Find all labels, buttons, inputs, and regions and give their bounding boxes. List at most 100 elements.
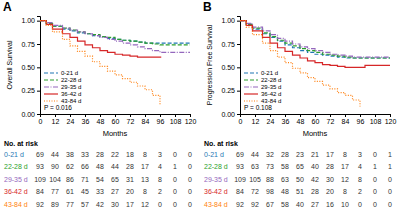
survival-curve <box>40 21 160 105</box>
at-risk-count: 31 <box>126 176 134 183</box>
x-tick: 120 <box>185 114 197 125</box>
x-tick-mark <box>285 114 286 117</box>
at-risk-count: 89 <box>51 201 59 208</box>
panel-title: B <box>203 0 212 14</box>
legend-swatch <box>44 100 58 101</box>
legend-label: 29-35 d <box>61 84 81 90</box>
at-risk-count: 109 <box>34 176 46 183</box>
x-tick-label: 96 <box>357 118 365 125</box>
x-tick: 108 <box>170 114 182 125</box>
legend-swatch <box>44 79 58 80</box>
at-risk-group: 0-21 d <box>204 151 224 158</box>
at-risk-count: 8 <box>343 188 347 195</box>
at-risk-count: 0 <box>173 201 177 208</box>
p-value: P = 0.016 <box>44 104 72 111</box>
y-axis-title: Overall Survival <box>6 40 13 89</box>
panel-title: A <box>3 0 12 14</box>
y-tick: 0.75 <box>221 41 240 48</box>
x-tick-label: 120 <box>385 118 397 125</box>
x-tick: 48 <box>297 114 305 125</box>
y-tick-mark <box>237 21 240 22</box>
at-risk-count: 8 <box>143 151 147 158</box>
at-risk-group: 22-28 d <box>4 163 28 170</box>
at-risk-count: 22 <box>111 151 119 158</box>
curves <box>240 21 390 107</box>
y-tick-label: 1.00 <box>21 17 35 24</box>
x-tick-label: 24 <box>267 118 275 125</box>
x-tick-mark <box>70 114 71 117</box>
y-tick: 0.00 <box>221 111 240 118</box>
x-tick-label: 60 <box>112 118 120 125</box>
at-risk-count: 0 <box>173 151 177 158</box>
at-risk-count: 63 <box>251 163 259 170</box>
at-risk-count: 2 <box>158 188 162 195</box>
at-risk-count: 0 <box>388 176 392 183</box>
legend: 0-21 d22-28 d29-35 d36-42 d43-84 d <box>244 70 281 104</box>
at-risk-count: 44 <box>111 163 119 170</box>
x-tick-label: 12 <box>252 118 260 125</box>
at-risk-group: 43-84 d <box>204 201 228 208</box>
legend-item: 22-28 d <box>44 77 81 83</box>
at-risk-count: 77 <box>66 201 74 208</box>
at-risk-count: 27 <box>311 201 319 208</box>
at-risk-count: 30 <box>111 201 119 208</box>
at-risk-count: 12 <box>341 176 349 183</box>
y-tick-label: 0.50 <box>221 64 235 71</box>
at-risk-count: 10 <box>341 201 349 208</box>
x-tick-mark <box>255 114 256 117</box>
x-axis: 01224364860728496108120 <box>239 114 397 125</box>
y-tick: 0.00 <box>21 111 40 118</box>
y-tick-mark <box>37 91 40 92</box>
x-tick: 36 <box>282 114 290 125</box>
at-risk-count: 20 <box>326 188 334 195</box>
x-tick-mark <box>175 114 176 117</box>
at-risk-count: 13 <box>141 176 149 183</box>
x-tick: 0 <box>239 114 243 125</box>
legend-item: 29-35 d <box>244 84 281 90</box>
legend-label: 43-84 d <box>61 98 81 104</box>
at-risk-count: 0 <box>188 188 192 195</box>
y-tick-label: 1.00 <box>221 17 235 24</box>
at-risk-count: 105 <box>249 176 261 183</box>
at-risk-count: 65 <box>111 176 119 183</box>
x-tick-label: 84 <box>342 118 350 125</box>
legend-item: 29-35 d <box>44 84 81 90</box>
legend-label: 0-21 d <box>61 70 78 76</box>
x-tick-label: 84 <box>142 118 150 125</box>
legend-label: 22-28 d <box>261 77 281 83</box>
legend-swatch <box>244 79 258 80</box>
x-axis: 01224364860728496108120 <box>39 114 197 125</box>
y-tick-mark <box>237 44 240 45</box>
at-risk-count: 8 <box>343 151 347 158</box>
y-tick-label: 0.00 <box>21 111 35 118</box>
y-tick-label: 0.00 <box>221 111 235 118</box>
at-risk-count: 21 <box>311 151 319 158</box>
at-risk-count: 86 <box>66 176 74 183</box>
legend-label: 29-35 d <box>261 84 281 90</box>
y-axis-line <box>37 17 41 115</box>
legend-label: 43-84 d <box>261 98 281 104</box>
x-tick-label: 0 <box>239 118 243 125</box>
at-risk-count: 3 <box>158 151 162 158</box>
at-risk-count: 0 <box>173 176 177 183</box>
y-tick: 0.50 <box>21 64 40 71</box>
at-risk-count: 4 <box>358 163 362 170</box>
at-risk-count: 93 <box>36 163 44 170</box>
x-tick: 96 <box>357 114 365 125</box>
x-tick-mark <box>330 114 331 117</box>
x-tick-label: 48 <box>97 118 105 125</box>
y-tick: 1.00 <box>21 17 40 24</box>
at-risk-count: 17 <box>341 163 349 170</box>
at-risk-count: 44 <box>51 151 59 158</box>
at-risk-count: 93 <box>236 163 244 170</box>
legend-label: 22-28 d <box>61 77 81 83</box>
at-risk-count: 61 <box>66 188 74 195</box>
x-tick-label: 108 <box>370 118 382 125</box>
at-risk-count: 32 <box>266 151 274 158</box>
survival-curve <box>240 21 360 107</box>
at-risk-count: 92 <box>236 201 244 208</box>
at-risk-count: 71 <box>81 176 89 183</box>
x-tick: 84 <box>142 114 150 125</box>
at-risk-count: 92 <box>251 201 259 208</box>
x-tick-mark <box>190 114 191 117</box>
